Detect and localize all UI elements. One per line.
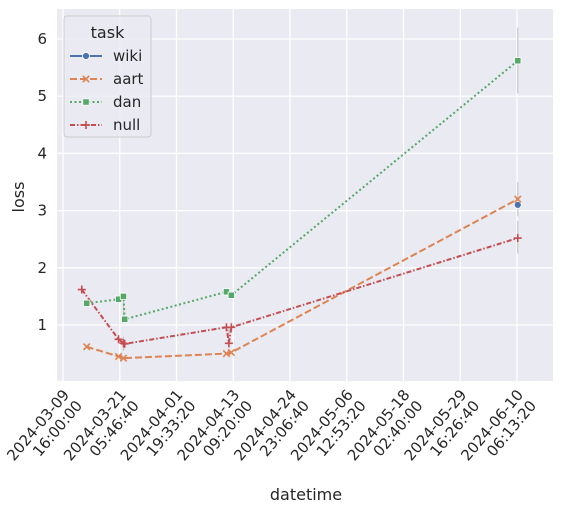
legend-box xyxy=(63,15,152,138)
legend-swatch-marker xyxy=(82,52,90,60)
data-point-null xyxy=(114,335,123,344)
y-tick-label: 6 xyxy=(37,30,47,48)
legend-label: null xyxy=(113,116,140,134)
legend-label: dan xyxy=(113,93,141,111)
legend-swatch-marker xyxy=(82,121,90,129)
legend-swatch-marker xyxy=(82,75,90,83)
data-point-dan xyxy=(83,299,91,307)
y-tick-label: 4 xyxy=(37,144,47,162)
data-point-aart xyxy=(227,348,236,357)
legend: task wiki aart dan null xyxy=(63,15,152,138)
legend-item-null: null xyxy=(70,116,140,134)
data-point-dan xyxy=(514,57,522,65)
y-tick-labels: 1 2 3 4 5 6 xyxy=(37,30,47,334)
legend-label: wiki xyxy=(113,47,142,65)
data-point-dan xyxy=(119,292,128,301)
data-point-aart xyxy=(114,352,123,361)
data-point-dan xyxy=(227,291,235,299)
data-point-aart xyxy=(119,354,128,362)
y-tick-label: 3 xyxy=(37,202,47,220)
data-point-wiki xyxy=(513,200,522,209)
series-line-aart xyxy=(86,198,519,360)
legend-items: wiki aart dan null xyxy=(70,47,144,134)
x-axis-title: datetime xyxy=(270,485,342,504)
data-point-null xyxy=(77,285,86,294)
data-point-aart xyxy=(82,342,91,351)
series-markers xyxy=(77,57,522,362)
legend-item-wiki: wiki xyxy=(70,47,142,65)
data-point-null xyxy=(224,339,233,348)
legend-item-aart: aart xyxy=(70,70,144,88)
data-point-aart xyxy=(514,195,522,203)
x-tick-labels: 2024-03-0916:00:002024-03-2105:46:402024… xyxy=(3,386,540,464)
data-point-dan xyxy=(121,315,129,323)
legend-item-dan: dan xyxy=(70,93,141,111)
data-point-null xyxy=(120,339,129,348)
legend-title: task xyxy=(91,23,125,42)
y-tick-label: 2 xyxy=(37,259,47,277)
y-axis-title: loss xyxy=(9,182,28,213)
legend-swatch-marker xyxy=(82,98,90,106)
data-point-null xyxy=(513,234,522,243)
data-point-null xyxy=(227,323,236,332)
y-tick-label: 5 xyxy=(37,87,47,105)
y-tick-label: 1 xyxy=(37,316,47,334)
legend-label: aart xyxy=(113,70,144,88)
